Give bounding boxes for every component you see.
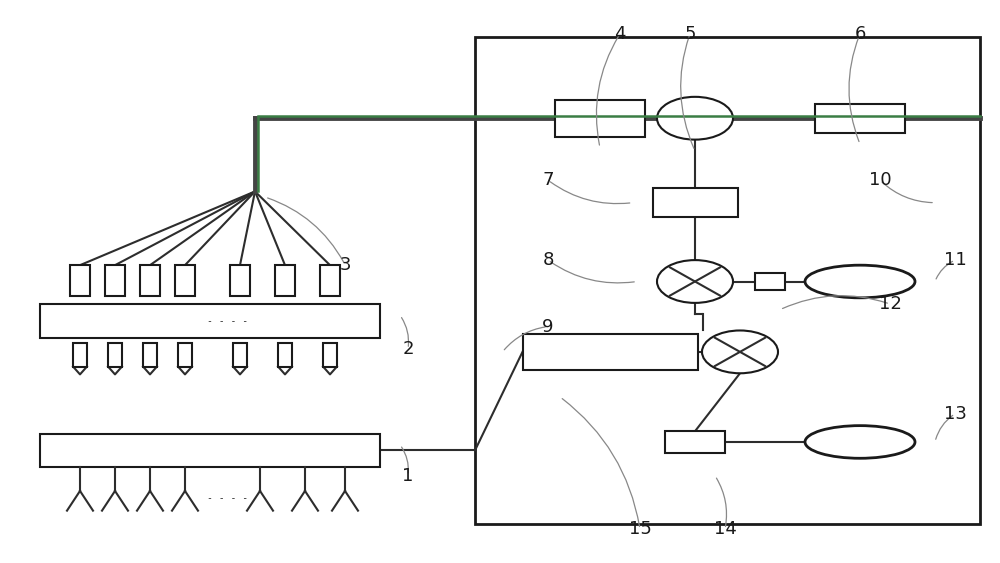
Text: 12: 12 bbox=[879, 295, 901, 313]
Text: 9: 9 bbox=[542, 318, 554, 336]
Bar bbox=[105, 265, 125, 296]
Circle shape bbox=[657, 97, 733, 140]
Text: 6: 6 bbox=[854, 25, 866, 43]
Circle shape bbox=[657, 260, 733, 303]
Text: 3: 3 bbox=[339, 256, 351, 274]
Bar bbox=[652, 188, 738, 217]
Bar bbox=[522, 333, 698, 370]
Bar bbox=[275, 265, 295, 296]
Bar bbox=[70, 265, 90, 296]
Bar bbox=[175, 265, 195, 296]
Text: 15: 15 bbox=[629, 520, 651, 538]
Bar bbox=[143, 343, 157, 367]
Text: 4: 4 bbox=[614, 25, 626, 43]
Bar bbox=[320, 265, 340, 296]
Bar bbox=[108, 343, 122, 367]
Ellipse shape bbox=[805, 426, 915, 458]
Bar bbox=[755, 273, 785, 290]
Text: 7: 7 bbox=[542, 171, 554, 189]
Bar bbox=[230, 265, 250, 296]
Text: 8: 8 bbox=[542, 251, 554, 269]
Bar bbox=[665, 431, 725, 453]
Bar bbox=[555, 100, 645, 136]
Text: - - - -: - - - - bbox=[207, 493, 249, 503]
Bar bbox=[140, 265, 160, 296]
Bar bbox=[233, 343, 247, 367]
Bar bbox=[815, 104, 905, 133]
Text: 13: 13 bbox=[944, 405, 966, 423]
Bar bbox=[40, 434, 380, 467]
Text: 5: 5 bbox=[684, 25, 696, 43]
Text: 11: 11 bbox=[944, 251, 966, 269]
Text: 2: 2 bbox=[402, 340, 414, 358]
Bar bbox=[278, 343, 292, 367]
Bar bbox=[475, 37, 980, 524]
Text: 10: 10 bbox=[869, 171, 891, 189]
Bar bbox=[178, 343, 192, 367]
Circle shape bbox=[702, 330, 778, 373]
Text: 14: 14 bbox=[714, 520, 736, 538]
Ellipse shape bbox=[805, 265, 915, 298]
Text: 1: 1 bbox=[402, 467, 414, 485]
Bar bbox=[323, 343, 337, 367]
Bar bbox=[73, 343, 87, 367]
Bar bbox=[40, 304, 380, 338]
Text: - - - -: - - - - bbox=[207, 316, 249, 326]
